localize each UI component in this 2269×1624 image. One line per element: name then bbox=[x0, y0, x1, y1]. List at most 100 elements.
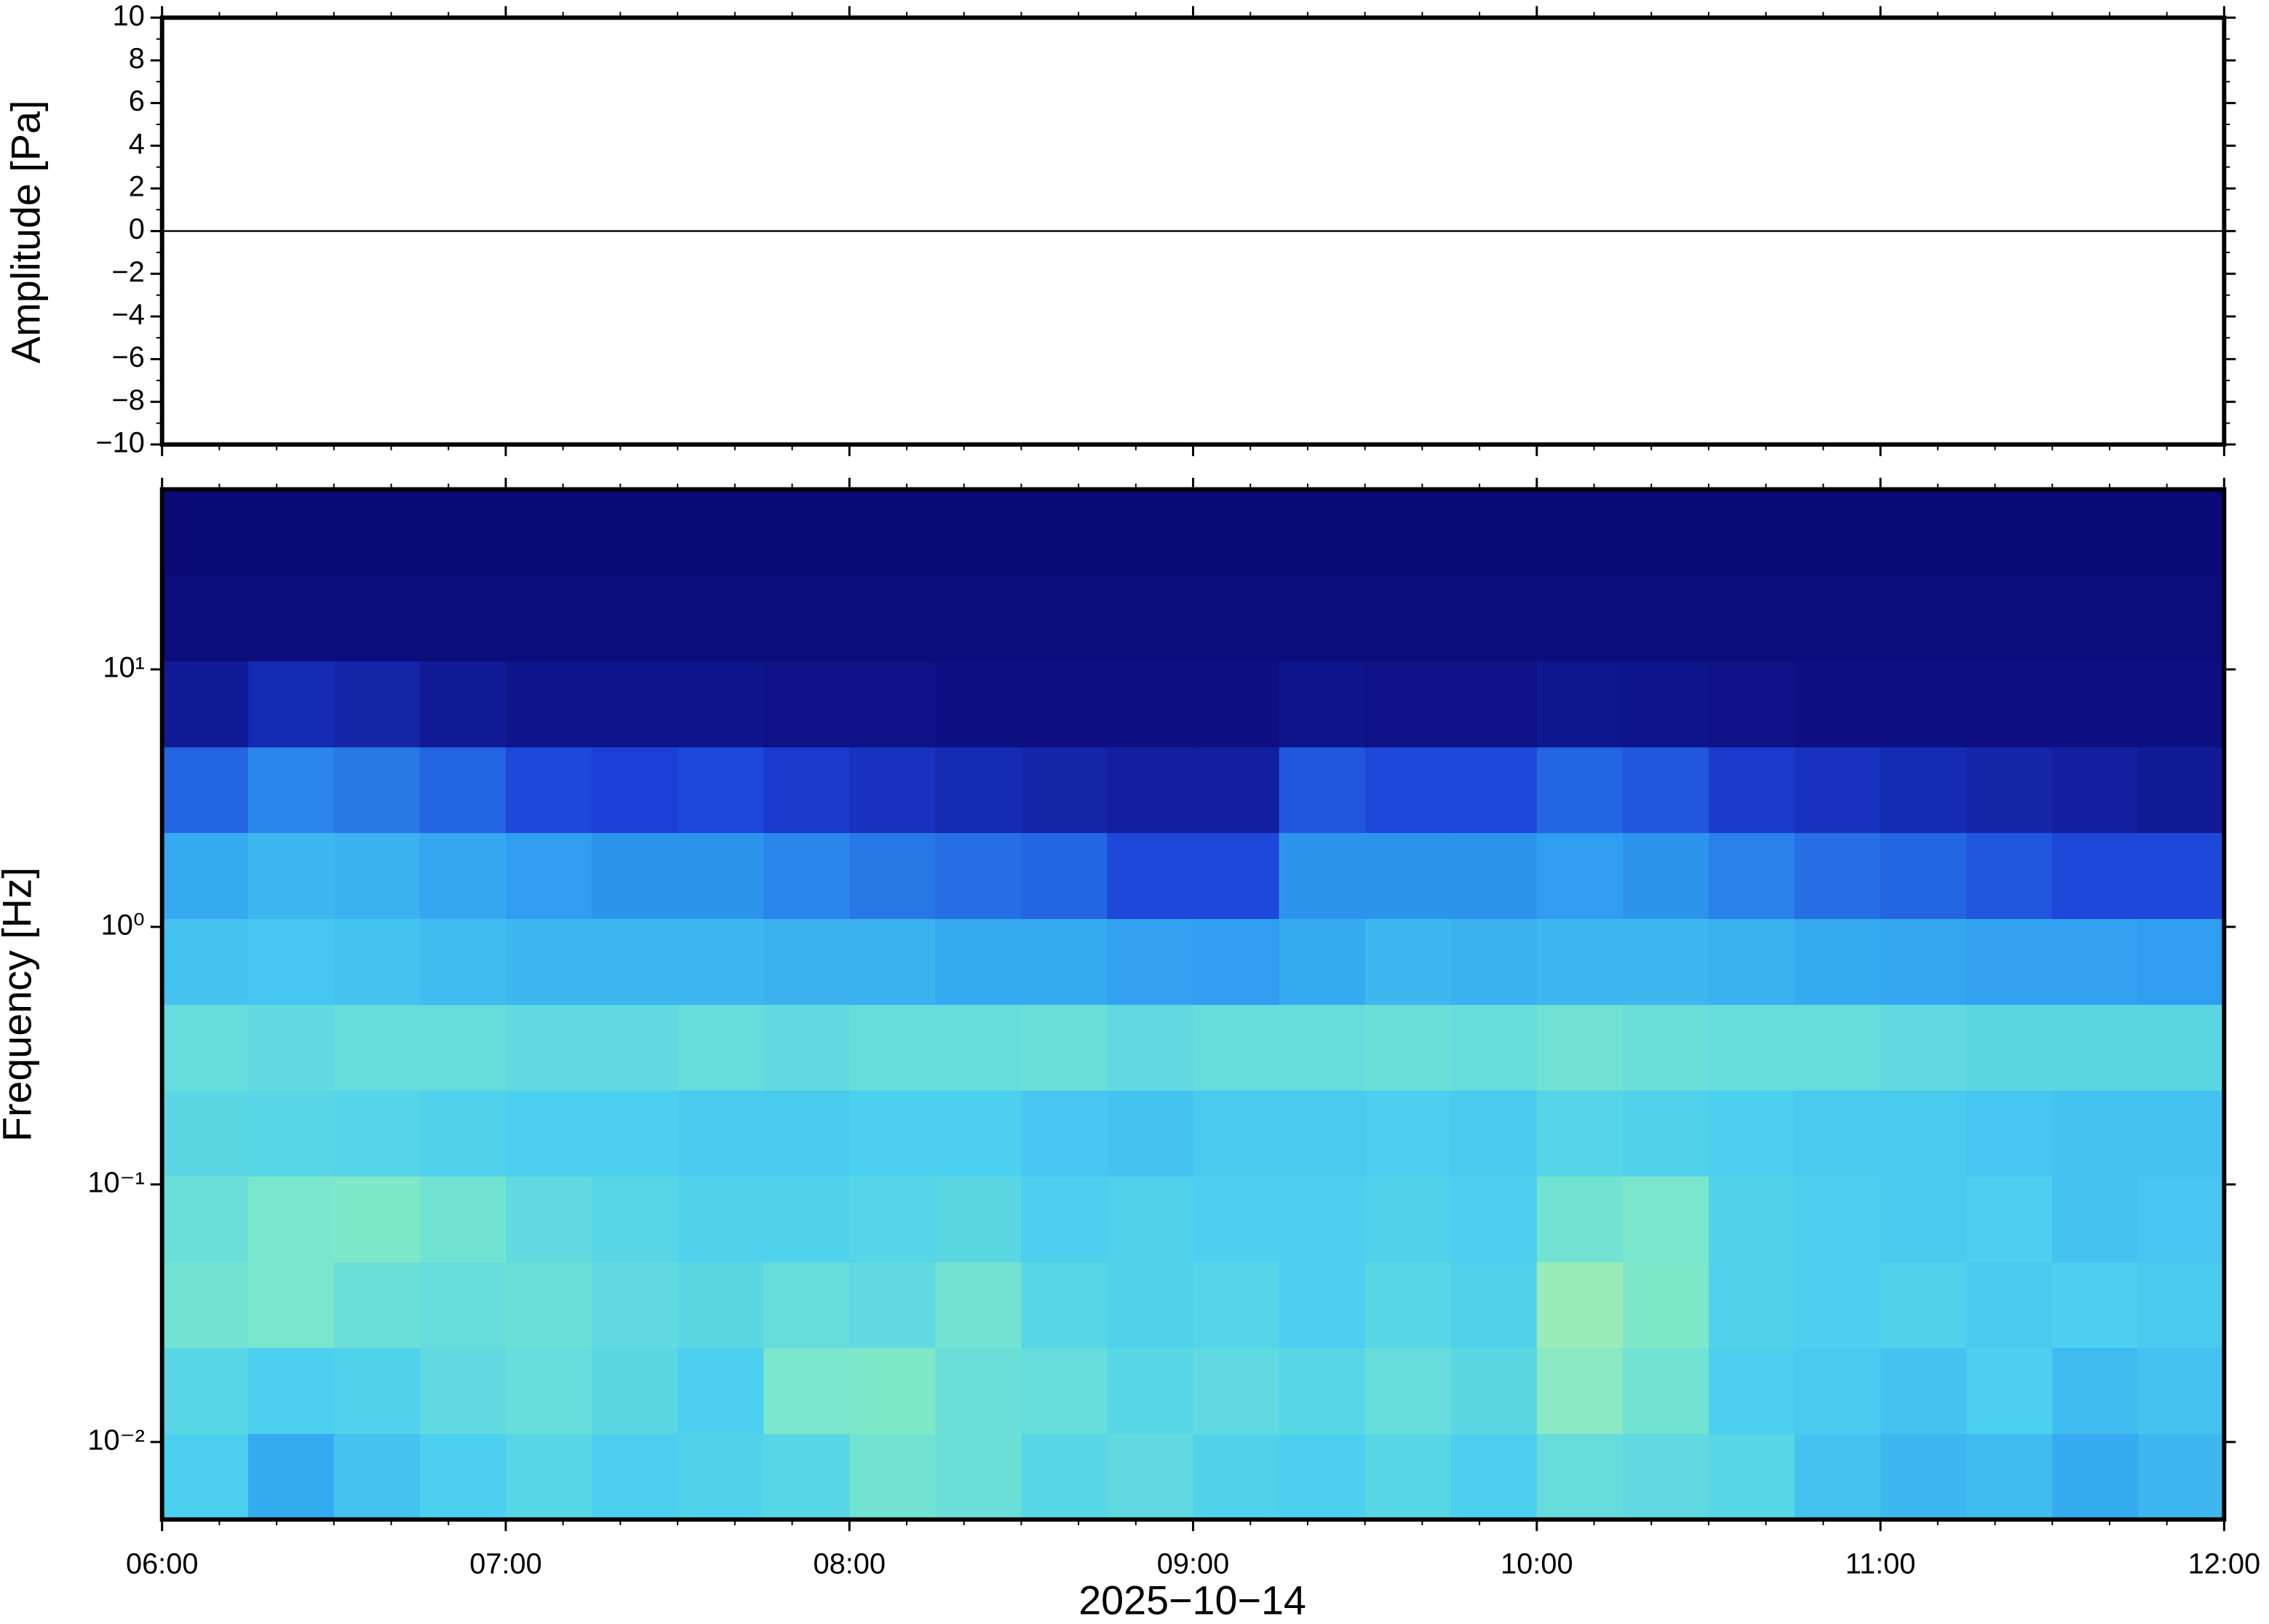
spectrogram-cell bbox=[1364, 1262, 1452, 1348]
spectrogram-cell bbox=[1450, 1089, 1538, 1177]
spectrogram-cell bbox=[1450, 1176, 1538, 1263]
spectrogram-cell bbox=[1364, 1347, 1452, 1434]
spectrogram-cell bbox=[333, 489, 421, 576]
spectrogram-cell bbox=[1795, 1262, 1882, 1348]
spectrogram-cell bbox=[333, 1176, 421, 1263]
spectrogram-cell bbox=[592, 918, 679, 1006]
spectrogram-cell bbox=[935, 832, 1022, 920]
spectrogram-cell bbox=[505, 1004, 593, 1091]
x-tick-label: 09:00 bbox=[1157, 1548, 1230, 1580]
spectrogram-cell bbox=[849, 1004, 937, 1091]
x-axis-label: 2025−10−14 bbox=[1078, 1577, 1306, 1623]
spectrogram-cell bbox=[1107, 832, 1194, 920]
spectrogram-cell bbox=[1450, 1004, 1538, 1091]
spectrogram-cell bbox=[505, 747, 593, 833]
spectrogram-cell bbox=[592, 1089, 679, 1177]
y-tick-label: 4 bbox=[129, 128, 145, 160]
spectrogram-cell bbox=[1880, 1433, 1968, 1521]
spectrogram-cell bbox=[1966, 1347, 2054, 1434]
spectrogram-cell bbox=[1107, 574, 1194, 662]
spectrogram-cell bbox=[1795, 1004, 1882, 1091]
spectrogram-cell bbox=[505, 832, 593, 920]
x-tick-label: 07:00 bbox=[469, 1548, 542, 1580]
spectrogram-cell bbox=[1364, 489, 1452, 576]
spectrogram-cell bbox=[1708, 661, 1796, 748]
spectrogram-cell bbox=[1880, 832, 1968, 920]
spectrogram-cell bbox=[1364, 918, 1452, 1006]
y-tick-label: 0 bbox=[129, 213, 145, 245]
spectrogram-cell bbox=[1622, 574, 1709, 662]
spectrogram-cell bbox=[1708, 1004, 1796, 1091]
spectrogram-cell bbox=[2052, 1004, 2139, 1091]
spectrogram-cell bbox=[677, 918, 765, 1006]
spectrogram-cell bbox=[677, 1004, 765, 1091]
spectrogram-cell bbox=[2138, 832, 2225, 920]
y-tick-label: −8 bbox=[112, 384, 145, 416]
spectrogram-cell bbox=[1880, 1262, 1968, 1348]
spectrogram-cell bbox=[1193, 661, 1280, 748]
spectrogram-cell bbox=[849, 1176, 937, 1263]
spectrogram-cell bbox=[849, 574, 937, 662]
spectrogram-cell bbox=[505, 661, 593, 748]
spectrogram-cell bbox=[1193, 1176, 1280, 1263]
spectrogram-cell bbox=[1364, 1176, 1452, 1263]
spectrogram-cell bbox=[1795, 661, 1882, 748]
spectrogram-cell bbox=[247, 661, 335, 748]
spectrogram-cell bbox=[1966, 1089, 2054, 1177]
spectrogram-cell bbox=[1279, 1433, 1366, 1521]
spectrogram-cell bbox=[677, 747, 765, 833]
spectrogram-cell bbox=[1795, 747, 1882, 833]
spectrogram-cell bbox=[1622, 747, 1709, 833]
y-tick-label: −10 bbox=[95, 426, 144, 458]
spectrogram-cell bbox=[592, 1433, 679, 1521]
spectrogram-cell bbox=[419, 489, 506, 576]
spectrogram-cell bbox=[1107, 1262, 1194, 1348]
spectrogram-cell bbox=[763, 1347, 851, 1434]
spectrogram-cell bbox=[677, 661, 765, 748]
spectrogram-cell bbox=[849, 1089, 937, 1177]
spectrogram-cell bbox=[849, 1262, 937, 1348]
spectrogram-cell bbox=[1795, 574, 1882, 662]
spectrogram-cell bbox=[677, 832, 765, 920]
spectrogram-cell bbox=[592, 747, 679, 833]
spectrogram-cell bbox=[162, 661, 249, 748]
spectrogram-cell bbox=[1450, 747, 1538, 833]
spectrogram-cell bbox=[1364, 574, 1452, 662]
spectrogram-cell bbox=[1536, 918, 1624, 1006]
spectrogram-cell bbox=[1708, 1433, 1796, 1521]
spectrogram-cell bbox=[1795, 918, 1882, 1006]
spectrogram-cell bbox=[677, 1347, 765, 1434]
spectrogram-cell bbox=[247, 574, 335, 662]
spectrogram-cell bbox=[677, 1089, 765, 1177]
spectrogram-cell bbox=[1966, 661, 2054, 748]
spectrogram-cell bbox=[162, 1433, 249, 1521]
spectrogram-cell bbox=[1966, 918, 2054, 1006]
spectrogram-cell bbox=[333, 1347, 421, 1434]
x-tick-label: 10:00 bbox=[1501, 1548, 1573, 1580]
spectrogram-cell bbox=[1450, 1433, 1538, 1521]
spectrogram-cell bbox=[1966, 1433, 2054, 1521]
spectrogram-cell bbox=[1364, 1004, 1452, 1091]
y-tick-label: 10⁻² bbox=[87, 1424, 144, 1456]
spectrogram-cell bbox=[935, 1433, 1022, 1521]
spectrogram-cell bbox=[763, 661, 851, 748]
spectrogram-cell bbox=[1536, 832, 1624, 920]
y-tick-label: 2 bbox=[129, 170, 145, 202]
spectrogram-cell bbox=[2052, 1089, 2139, 1177]
spectrogram-cell bbox=[333, 661, 421, 748]
spectrogram-cell bbox=[419, 1176, 506, 1263]
spectrogram-cell bbox=[935, 1347, 1022, 1434]
spectrogram-cell bbox=[2052, 832, 2139, 920]
spectrogram-cell bbox=[1364, 661, 1452, 748]
spectrogram-cell bbox=[935, 918, 1022, 1006]
spectrogram-cell bbox=[419, 661, 506, 748]
spectrogram-cell bbox=[1966, 832, 2054, 920]
spectrogram-cell bbox=[505, 1262, 593, 1348]
spectrogram-cell bbox=[333, 832, 421, 920]
spectrogram-cell bbox=[1622, 1176, 1709, 1263]
spectrogram-cell bbox=[1193, 489, 1280, 576]
spectrogram-cell bbox=[849, 1433, 937, 1521]
spectrogram-cell bbox=[1536, 1347, 1624, 1434]
spectrogram-cell bbox=[333, 1004, 421, 1091]
spectrogram-cell bbox=[1364, 1089, 1452, 1177]
